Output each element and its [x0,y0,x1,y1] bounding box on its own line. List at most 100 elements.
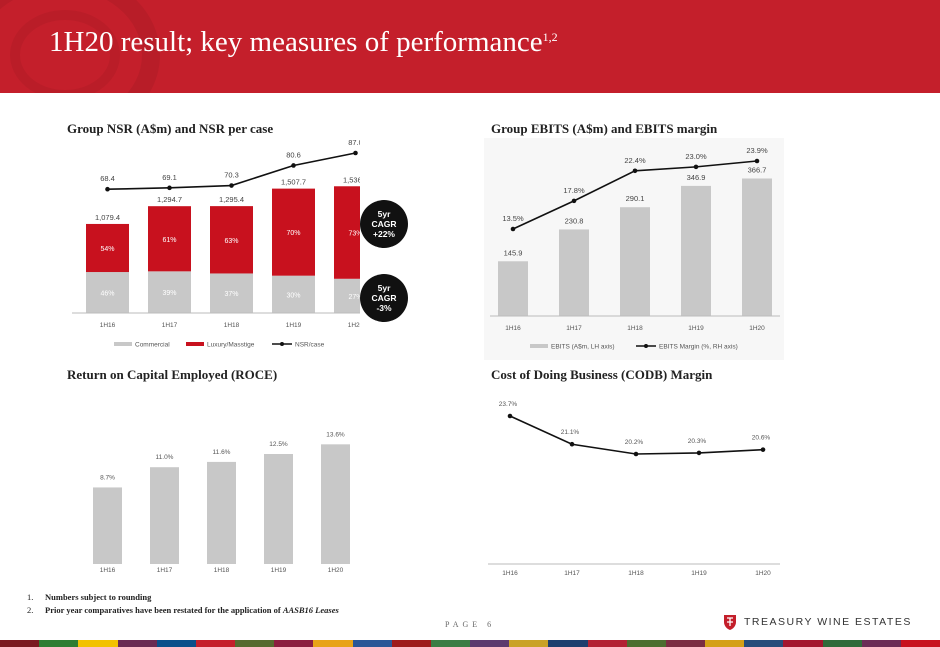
data-label: 1,295.4 [219,195,244,204]
footnotes: 1. Numbers subject to rounding 2. Prior ye… [27,592,339,618]
badge-text: +22% [373,229,395,239]
data-label: 13.5% [502,214,524,223]
bar-roce [207,461,236,564]
footnote-emphasis: AASB16 Leases [282,605,339,615]
tick-label: 1H17 [566,325,582,332]
footnote-text: Numbers subject to rounding [45,592,152,602]
data-point [167,185,172,191]
data-label: 73% [348,231,360,238]
bar-roce [321,444,350,564]
footnote-number: 1. [27,592,34,602]
tick-label: 1H20 [755,570,771,577]
data-label: 230.8 [565,216,584,225]
data-point [510,226,516,232]
bar-ebits [742,178,772,316]
data-label: 61% [162,237,176,244]
ebits-chart: 145.9 1H16 230.8 1H17 290.1 1H18 346.9 1H19 366.… [484,138,784,360]
data-point [754,158,760,164]
badge-text: 5yr [377,283,391,293]
roce-chart: 8.7% 1H16 11.0% 1H17 11.6% 1H18 12.5% 1H19 13.6%… [93,431,350,574]
tick-label: 1H19 [286,322,302,329]
data-label: 20.2% [625,439,644,446]
color-stripe-bar [0,640,940,647]
data-label: 46% [100,291,114,298]
legend-label: Luxury/Masstige [207,342,255,349]
tick-label: 1H16 [502,570,518,577]
bar-ebits [559,229,589,316]
ebits-chart-title: Group EBITS (A$m) and EBITS margin [491,121,718,136]
page-number: PAGE 6 [445,620,496,629]
data-label: 69.1 [162,173,177,182]
bar-roce [264,454,293,564]
tick-label: 1H17 [564,570,580,577]
bar-commercial [210,273,253,313]
data-label: 290.1 [626,194,645,203]
bar-luxury-masstige [210,206,253,274]
nsr-cagr-badge: 5yr CAGR +22% [360,200,408,248]
data-label: 11.6% [213,449,231,456]
page-title-text: 1H20 result; key measures of performance [49,26,543,58]
data-label: 70% [286,230,300,237]
data-label: 346.9 [687,173,706,182]
bar-ebits [681,185,711,316]
legend-label: EBITS Margin (%, RH axis) [659,344,738,351]
data-label: 30% [286,292,300,299]
codb-chart-title: Cost of Doing Business (CODB) Margin [491,367,713,382]
data-label: 11.0% [156,454,174,461]
tick-label: 1H19 [691,570,707,577]
header-banner: 1H20 result; key measures of performance… [0,0,940,93]
legend-label: NSR/case [295,342,325,349]
tick-label: 1H16 [100,322,116,329]
tick-label: 1H17 [162,322,178,329]
brand-name: TREASURY WINE ESTATES [744,616,912,628]
data-label: 20.3% [688,438,707,445]
data-label: 17.8% [563,186,585,195]
data-label: 20.6% [752,435,771,442]
footnote: 1. Numbers subject to rounding [27,592,339,602]
data-label: 1,536.1 [343,175,360,184]
tick-label: 1H17 [157,567,173,574]
data-label: 27% [348,294,360,301]
bar-commercial [148,271,191,313]
tick-label: 1H18 [628,570,644,577]
badge-text: CAGR [371,293,397,303]
data-label: 145.9 [504,248,523,257]
data-point [569,441,575,447]
bar-luxury-masstige [86,223,129,273]
title-footnote-ref: 1,2 [542,30,558,44]
legend-swatch-ebits [530,344,548,348]
data-point [105,186,110,192]
crest-icon [724,615,736,630]
bar-roce [93,487,122,564]
nsr-chart-title: Group NSR (A$m) and NSR per case [67,121,274,136]
tick-label: 1H19 [271,567,287,574]
data-label: 70.3 [224,171,239,180]
nsr-per-case-cagr-badge: 5yr CAGR -3% [360,274,408,322]
legend-label: EBITS (A$m, LH axis) [551,344,615,351]
tick-label: 1H20 [348,322,360,329]
tick-label: 1H18 [214,567,230,574]
data-label: 13.6% [326,431,345,438]
badge-text: CAGR [371,219,397,229]
tick-label: 1H16 [505,325,521,332]
tick-label: 1H18 [224,322,240,329]
data-label: 37% [224,291,238,298]
data-label: 23.9% [746,146,768,155]
brand-logo: TREASURY WINE ESTATES [722,613,912,631]
data-label: 22.4% [624,156,646,165]
header-decoration-inner [10,10,120,93]
data-label: 63% [224,238,238,245]
series-line-codb [509,415,764,455]
data-label: 80.6 [286,150,301,159]
footnote-text: Prior year comparatives have been restat… [45,605,283,615]
bar-luxury-masstige [272,188,315,276]
data-label: 366.7 [748,165,767,174]
bar-commercial [272,275,315,313]
page-title: 1H20 result; key measures of performance… [49,26,558,59]
bar-ebits [498,261,528,316]
footnote-number: 2. [27,605,34,615]
tick-label: 1H20 [328,567,344,574]
codb-chart: 23.7% 1H16 21.1% 1H17 20.2% 1H18 20.3% 1H19 20.6… [488,401,780,577]
data-point [696,450,702,456]
data-point [507,413,513,419]
